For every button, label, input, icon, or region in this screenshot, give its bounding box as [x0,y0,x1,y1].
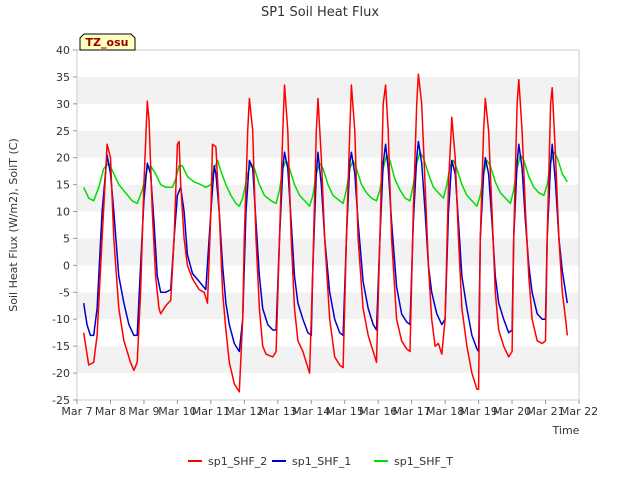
y-tick-label: 25 [56,125,70,138]
y-axis-label: Soil Heat Flux (W/m2), SoilT (C) [7,138,20,311]
y-tick-label: 0 [63,259,70,272]
x-tick-label: Mar 19 [459,405,497,418]
y-tick-label: -5 [59,286,70,299]
y-tick-label: -25 [52,394,70,407]
y-tick-label: 35 [56,71,70,84]
series-line-sp1_SHF_2 [82,73,569,393]
x-tick-label: Mar 11 [192,405,230,418]
x-tick-label: Mar 13 [259,405,297,418]
tz-annotation: TZ_osu [79,33,136,51]
y-axis-ticks: -25 -20 -15 -10 -5 0 5 10 15 20 25 30 35 40 [52,44,77,407]
x-tick-label: Mar 9 [128,405,159,418]
y-tick-label: 20 [56,152,70,165]
series-lines [82,73,569,393]
plot-band [77,319,579,347]
tz-annotation-box [79,33,136,51]
chart-title: SP1 Soil Heat Flux [261,5,379,20]
x-tick-label: Mar 20 [493,405,531,418]
x-tick-label: Mar 12 [225,405,263,418]
plot-band [77,130,579,158]
x-axis-label: Time [552,424,580,437]
x-tick-label: Mar 16 [359,405,397,418]
x-tick-label: Mar 14 [292,405,330,418]
plot-band [77,346,579,374]
y-tick-label: 15 [56,179,70,192]
y-tick-label: 40 [56,44,70,57]
legend-label-sp1_SHF_1: sp1_SHF_1 [292,455,351,468]
y-tick-label: -10 [52,313,70,326]
y-tick-label: 5 [63,232,70,245]
plot-band [77,103,579,131]
plot-band [77,184,579,212]
x-tick-label: Mar 10 [158,405,196,418]
legend: sp1_SHF_2 sp1_SHF_1 sp1_SHF_T [188,455,453,468]
y-tick-label: 30 [56,98,70,111]
plot-band [77,211,579,239]
x-tick-label: Mar 21 [526,405,564,418]
plot-band [77,157,579,185]
plot-band [77,76,579,104]
x-tick-label: Mar 8 [95,405,126,418]
y-tick-label: 10 [56,206,70,219]
x-tick-label: Mar 18 [426,405,464,418]
x-tick-label: Mar 15 [326,405,364,418]
legend-label-sp1_SHF_2: sp1_SHF_2 [208,455,267,468]
plot-band [77,50,579,77]
y-tick-label: -20 [52,367,70,380]
x-tick-label: Mar 7 [61,405,92,418]
x-tick-label: Mar 17 [393,405,431,418]
x-tick-label: Mar 22 [560,405,598,418]
y-tick-label: -15 [52,340,70,353]
plot-band [77,238,579,266]
plot-frame [76,49,580,401]
plot-band [77,373,579,400]
legend-label-sp1_SHF_T: sp1_SHF_T [394,455,453,468]
tz-annotation-text: TZ_osu [86,36,129,49]
